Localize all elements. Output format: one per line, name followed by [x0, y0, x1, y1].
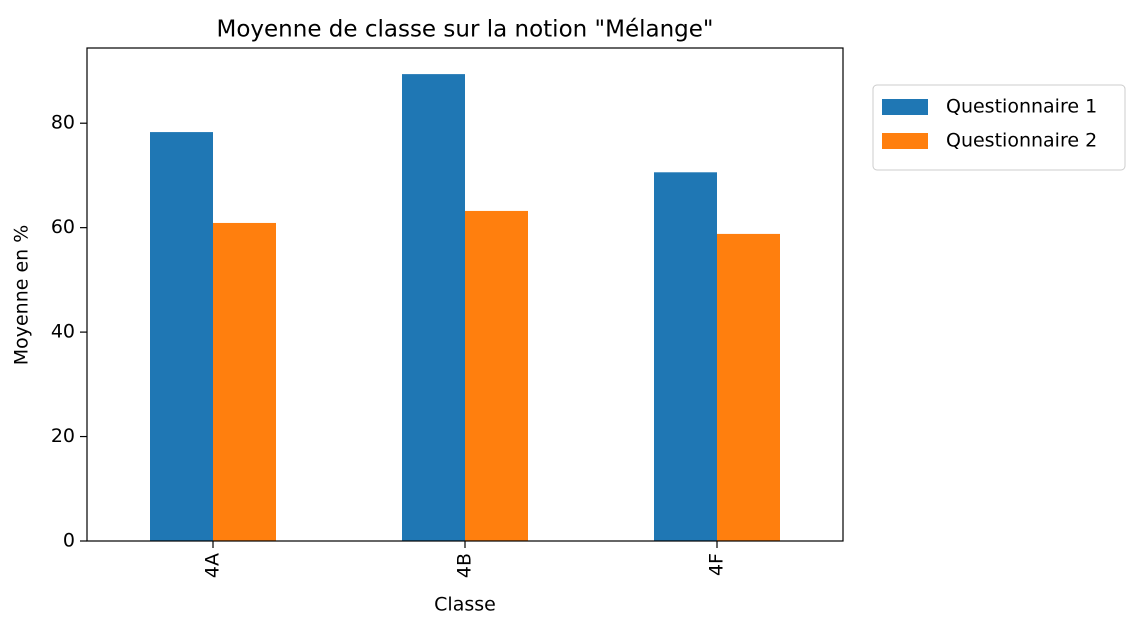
x-tick-label: 4B	[454, 553, 476, 578]
bar	[465, 210, 528, 541]
legend-box	[872, 84, 1126, 171]
chart-title: Moyenne de classe sur la notion "Mélange…	[216, 17, 713, 43]
x-axis-label: Classe	[434, 594, 496, 616]
bar	[213, 222, 276, 541]
plot-frame	[86, 47, 844, 542]
bar	[150, 132, 213, 541]
x-tick-label: 4A	[202, 553, 224, 578]
x-tick-label: 4F	[706, 553, 728, 576]
bar	[654, 172, 717, 541]
y-tick-label: 40	[51, 321, 75, 343]
legend-swatch	[882, 133, 928, 149]
y-tick-label: 60	[51, 216, 75, 238]
y-tick-label: 0	[63, 530, 75, 552]
y-axis-label: Moyenne en %	[11, 225, 33, 366]
legend-swatch	[882, 99, 928, 115]
bar	[402, 74, 465, 541]
legend-label: Questionnaire 1	[946, 96, 1097, 118]
y-tick-label: 20	[51, 425, 75, 447]
bar	[717, 233, 780, 541]
legend-label: Questionnaire 2	[946, 130, 1097, 152]
y-tick-label: 80	[51, 112, 75, 134]
